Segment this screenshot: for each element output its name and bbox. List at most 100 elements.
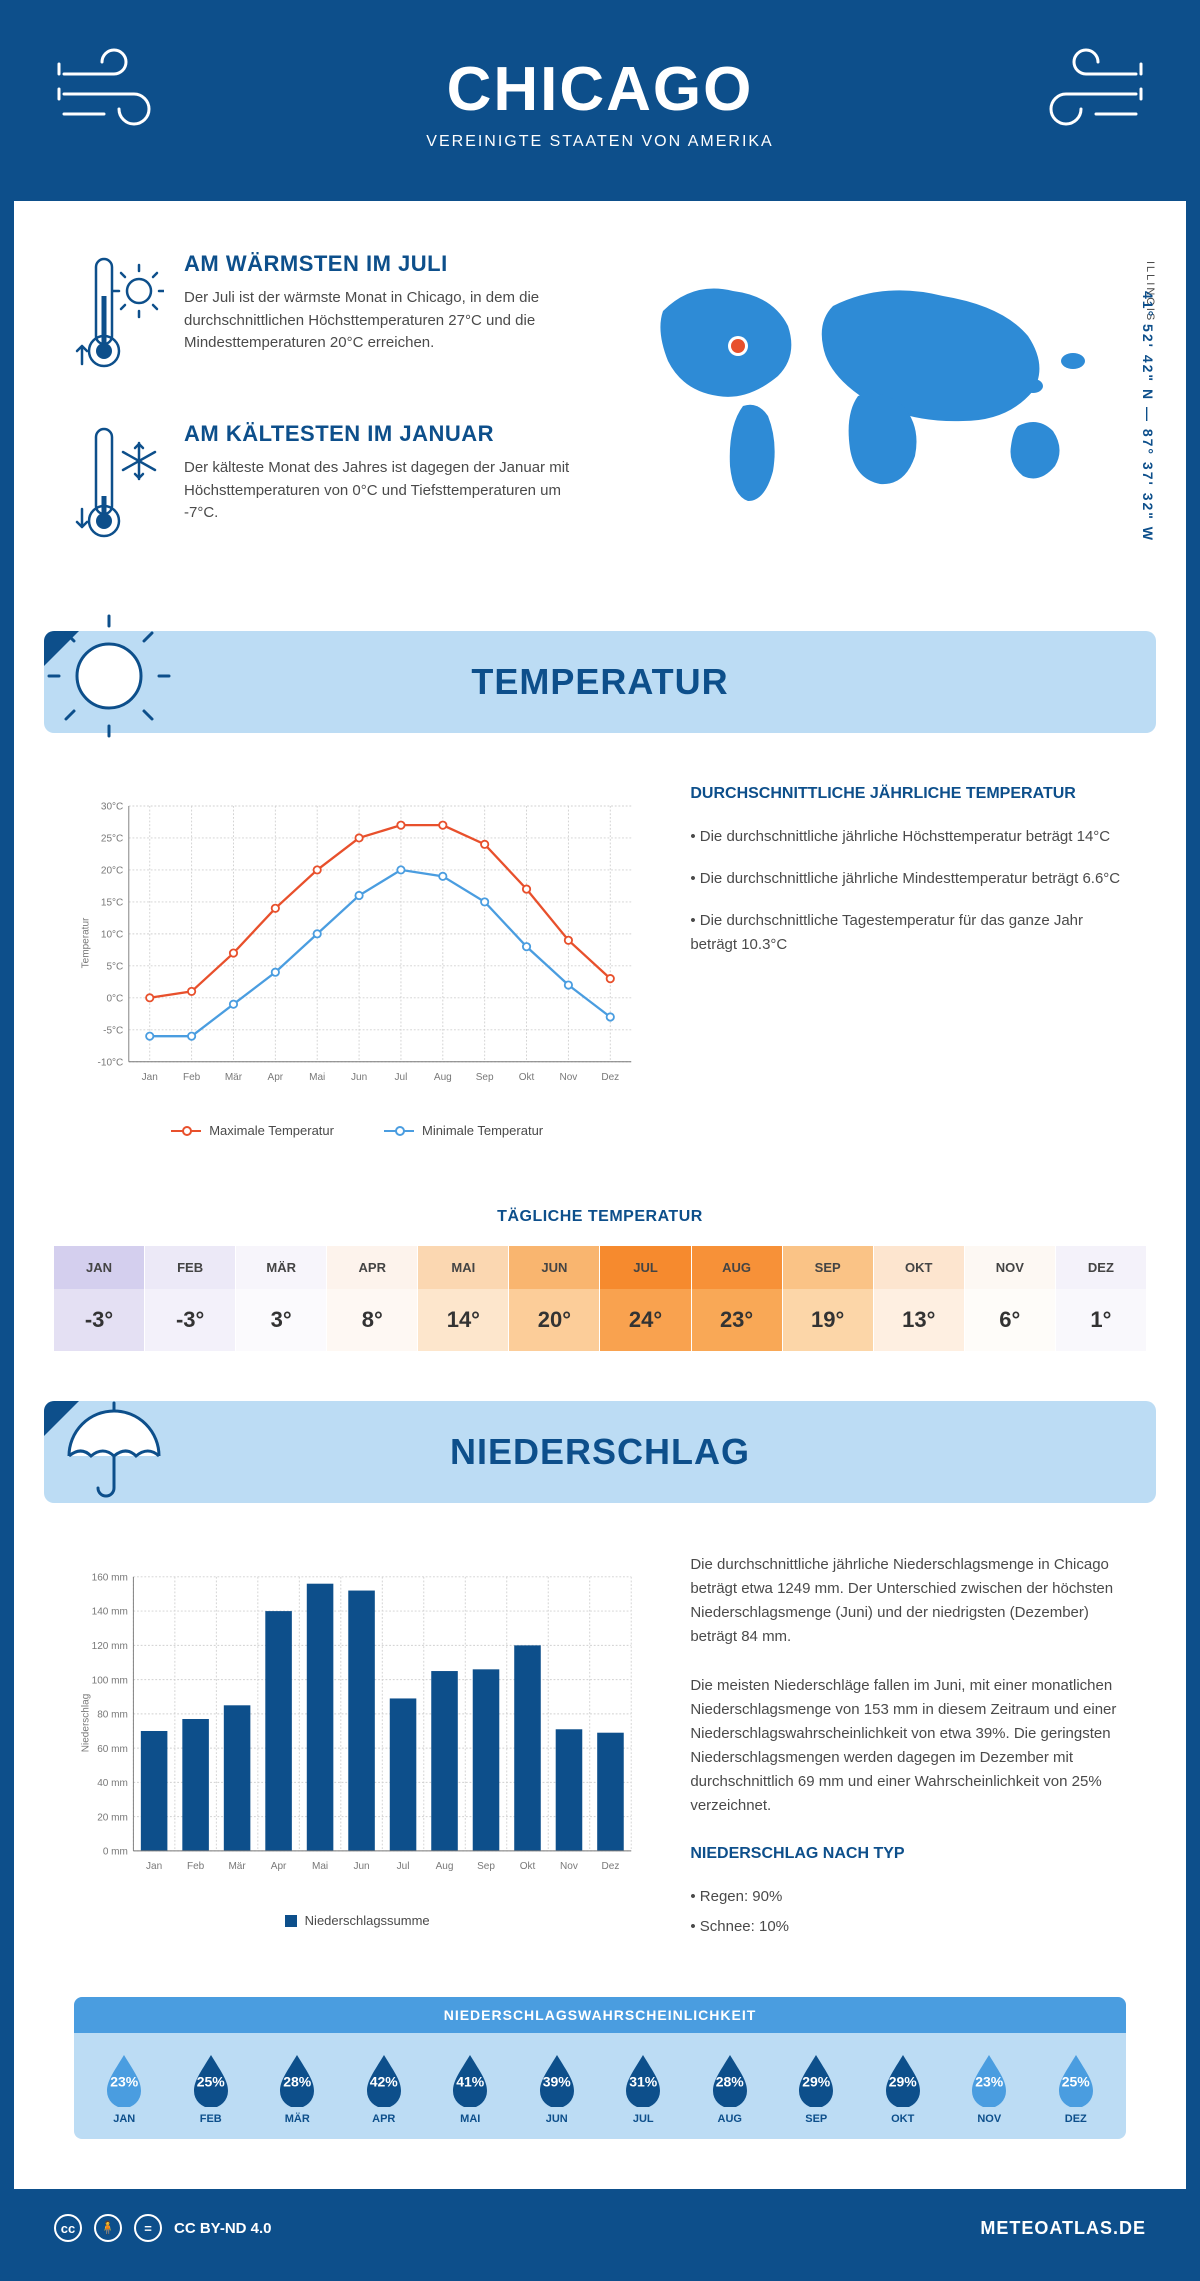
svg-text:Mär: Mär (225, 1072, 243, 1083)
svg-text:Mai: Mai (309, 1072, 325, 1083)
daily-temp-title: TÄGLICHE TEMPERATUR (14, 1208, 1186, 1226)
svg-text:15°C: 15°C (101, 898, 123, 909)
infographic-frame: CHICAGO VEREINIGTE STAATEN VON AMERIKA A… (0, 0, 1200, 2281)
warmest-text: Der Juli ist der wärmste Monat in Chicag… (184, 287, 580, 355)
prob-cell: 42%APR (344, 2051, 425, 2125)
daily-cell: MAI14° (418, 1246, 509, 1351)
country-subtitle: VEREINIGTE STAATEN VON AMERIKA (34, 133, 1166, 151)
svg-text:0°C: 0°C (106, 993, 123, 1004)
hero: CHICAGO VEREINIGTE STAATEN VON AMERIKA (14, 14, 1186, 201)
warmest-block: AM WÄRMSTEN IM JULI Der Juli ist der wär… (74, 251, 580, 381)
svg-text:-10°C: -10°C (98, 1057, 124, 1068)
daily-temp-table: JAN-3°FEB-3°MÄR3°APR8°MAI14°JUN20°JUL24°… (54, 1246, 1146, 1351)
svg-text:Okt: Okt (520, 1861, 536, 1872)
prob-cell: 31%JUL (603, 2051, 684, 2125)
svg-text:Jun: Jun (351, 1072, 367, 1083)
svg-text:Okt: Okt (519, 1072, 535, 1083)
precip-title: NIEDERSCHLAG (44, 1431, 1156, 1473)
prob-cell: 39%JUN (517, 2051, 598, 2125)
sun-icon (44, 611, 174, 741)
precip-type-title: NIEDERSCHLAG NACH TYP (690, 1843, 1126, 1865)
temp-section-header: TEMPERATUR (44, 631, 1156, 733)
svg-text:Apr: Apr (268, 1072, 284, 1083)
prob-cell: 23%NOV (949, 2051, 1030, 2125)
prob-cell: 25%DEZ (1036, 2051, 1117, 2125)
intro-section: AM WÄRMSTEN IM JULI Der Juli ist der wär… (14, 201, 1186, 631)
temperature-line-chart: -10°C-5°C0°C5°C10°C15°C20°C25°C30°CJanFe… (74, 783, 640, 1103)
coldest-block: AM KÄLTESTEN IM JANUAR Der kälteste Mona… (74, 421, 580, 551)
daily-cell: JUN20° (509, 1246, 600, 1351)
precip-section-header: NIEDERSCHLAG (44, 1401, 1156, 1503)
prob-cell: 23%JAN (84, 2051, 165, 2125)
svg-text:20°C: 20°C (101, 866, 123, 877)
svg-text:Feb: Feb (183, 1072, 201, 1083)
svg-text:120 mm: 120 mm (92, 1641, 128, 1652)
daily-cell: DEZ1° (1056, 1246, 1146, 1351)
svg-text:140 mm: 140 mm (92, 1607, 128, 1618)
precip-legend: Niederschlagssumme (74, 1913, 640, 1928)
daily-cell: APR8° (327, 1246, 418, 1351)
daily-cell: SEP19° (783, 1246, 874, 1351)
svg-text:Mai: Mai (312, 1861, 328, 1872)
svg-text:10°C: 10°C (101, 930, 123, 941)
svg-text:5°C: 5°C (106, 961, 123, 972)
svg-text:Mär: Mär (228, 1861, 246, 1872)
prob-cell: 41%MAI (430, 2051, 511, 2125)
svg-text:Sep: Sep (477, 1861, 495, 1872)
warmest-title: AM WÄRMSTEN IM JULI (184, 251, 580, 277)
wind-icon-right (1026, 44, 1146, 144)
coldest-text: Der kälteste Monat des Jahres ist dagege… (184, 457, 580, 525)
precip-type-bullet: • Schnee: 10% (690, 1915, 1126, 1939)
site-name: METEOATLAS.DE (980, 2218, 1146, 2239)
daily-cell: JAN-3° (54, 1246, 145, 1351)
prob-cell: 29%SEP (776, 2051, 857, 2125)
temp-bullet: • Die durchschnittliche jährliche Höchst… (690, 825, 1126, 849)
svg-text:Aug: Aug (434, 1072, 452, 1083)
thermometer-cold-icon (74, 421, 164, 551)
daily-cell: AUG23° (692, 1246, 783, 1351)
coordinates: 41° 52' 42" N — 87° 37' 32" W (1140, 291, 1156, 542)
svg-text:Jul: Jul (395, 1072, 408, 1083)
wind-icon-left (54, 44, 174, 144)
precip-type-bullet: • Regen: 90% (690, 1885, 1126, 1909)
svg-text:60 mm: 60 mm (97, 1744, 128, 1755)
license-text: CC BY-ND 4.0 (174, 2220, 272, 2237)
svg-text:Nov: Nov (559, 1072, 577, 1083)
svg-text:Temperatur: Temperatur (81, 917, 92, 968)
daily-cell: MÄR3° (236, 1246, 327, 1351)
prob-cell: 25%FEB (171, 2051, 252, 2125)
prob-cell: 28%AUG (690, 2051, 771, 2125)
prob-title: NIEDERSCHLAGSWAHRSCHEINLICHKEIT (74, 1997, 1126, 2033)
svg-text:25°C: 25°C (101, 834, 123, 845)
svg-text:Feb: Feb (187, 1861, 205, 1872)
svg-text:Dez: Dez (602, 1861, 620, 1872)
daily-cell: NOV6° (965, 1246, 1056, 1351)
coldest-title: AM KÄLTESTEN IM JANUAR (184, 421, 580, 447)
cc-icon: cc (54, 2214, 82, 2242)
svg-text:Sep: Sep (476, 1072, 494, 1083)
svg-text:Jan: Jan (142, 1072, 158, 1083)
precip-text: Die meisten Niederschläge fallen im Juni… (690, 1674, 1126, 1818)
precip-text: Die durchschnittliche jährliche Niedersc… (690, 1553, 1126, 1649)
daily-cell: FEB-3° (145, 1246, 236, 1351)
svg-text:40 mm: 40 mm (97, 1778, 128, 1789)
svg-text:Apr: Apr (271, 1861, 287, 1872)
svg-text:Aug: Aug (436, 1861, 454, 1872)
thermometer-hot-icon (74, 251, 164, 381)
svg-text:Jul: Jul (397, 1861, 410, 1872)
prob-cell: 28%MÄR (257, 2051, 338, 2125)
svg-text:160 mm: 160 mm (92, 1573, 128, 1584)
svg-text:80 mm: 80 mm (97, 1710, 128, 1721)
temp-bullet: • Die durchschnittliche Tagestemperatur … (690, 909, 1126, 957)
svg-text:Niederschlag: Niederschlag (81, 1694, 92, 1753)
svg-text:Jun: Jun (353, 1861, 369, 1872)
prob-cell: 29%OKT (863, 2051, 944, 2125)
svg-text:30°C: 30°C (101, 802, 123, 813)
world-map (620, 251, 1126, 511)
svg-text:Nov: Nov (560, 1861, 578, 1872)
precipitation-bar-chart: 0 mm20 mm40 mm60 mm80 mm100 mm120 mm140 … (74, 1553, 640, 1893)
temp-summary-title: DURCHSCHNITTLICHE JÄHRLICHE TEMPERATUR (690, 783, 1126, 805)
svg-text:20 mm: 20 mm (97, 1812, 128, 1823)
svg-text:Jan: Jan (146, 1861, 162, 1872)
daily-cell: JUL24° (600, 1246, 691, 1351)
